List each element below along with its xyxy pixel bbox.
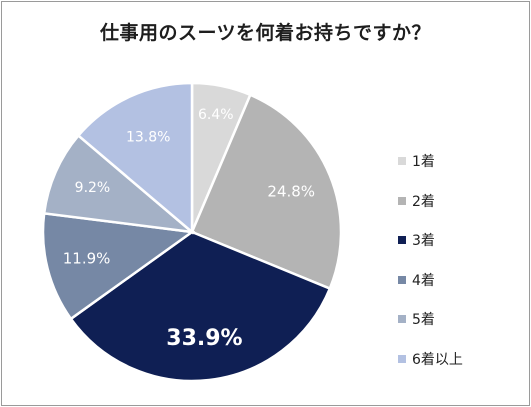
pie-data-label-5: 9.2% [75,180,111,196]
pie-slice-4 [41,211,196,321]
pie-data-label-1: 6.4% [198,107,234,123]
pie-slice-2 [190,93,343,291]
legend-label-5: 5着 [412,312,435,328]
legend-swatch-4 [398,275,406,284]
pie-slice-3 [69,230,332,383]
pie-slice-6 [76,81,194,235]
pie-data-label-3: 33.9% [166,326,242,351]
legend-label-6: 6着以上 [412,351,463,368]
chart-title: 仕事用のスーツを何着お持ちですか？ [99,22,432,44]
pie-data-label-4: 11.9% [63,250,111,268]
legend-label-4: 4着 [412,272,435,289]
legend-item-5: 5着 [398,306,463,332]
pie-slice-5 [42,133,197,234]
legend-swatch-6 [398,354,406,363]
legend-swatch-1 [398,157,406,165]
legend-item-6: 6着以上 [398,346,463,372]
legend: 1着 2着 3着 4着 5着 6着以上 [398,148,463,385]
legend-swatch-5 [398,315,406,323]
legend-item-2: 2着 [398,188,463,214]
pie-data-label-2: 24.8% [267,182,315,200]
legend-swatch-2 [398,196,406,205]
legend-label-1: 1着 [412,154,435,170]
legend-item-1: 1着 [398,148,463,174]
pie-data-label-6: 13.8% [126,129,170,145]
legend-item-4: 4着 [398,267,463,293]
legend-item-3: 3着 [398,227,463,253]
legend-swatch-3 [398,236,406,244]
legend-label-2: 2着 [412,193,435,210]
legend-label-3: 3着 [412,233,435,249]
